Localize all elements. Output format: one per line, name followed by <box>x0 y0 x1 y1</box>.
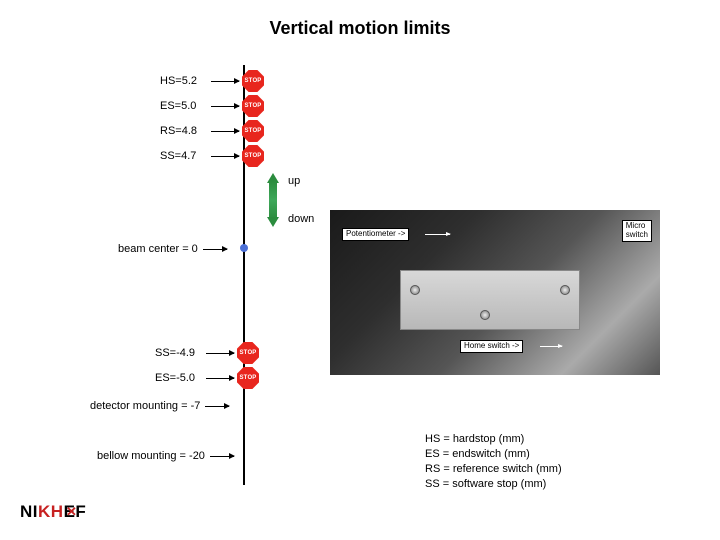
up-label: up <box>288 175 300 187</box>
photo-tag-microswitch: Micro switch <box>622 220 652 242</box>
limit-label: ES=5.0 <box>160 100 208 112</box>
photo-tag-homeswitch: Home switch -> <box>460 340 523 353</box>
stop-icon: STOP <box>242 120 264 142</box>
limit-label: ES=-5.0 <box>155 372 203 384</box>
photo-bracket <box>400 270 580 330</box>
down-label: down <box>288 213 314 225</box>
arrow-right-icon <box>210 456 234 457</box>
stop-icon: STOP <box>242 95 264 117</box>
photo-tag-potentiometer: Potentiometer -> <box>342 228 409 241</box>
stop-icon: STOP <box>237 342 259 364</box>
logo-pre: NI <box>20 502 38 521</box>
beam-center-dot-icon <box>240 244 248 252</box>
stop-icon: STOP <box>237 367 259 389</box>
limit-label: SS=-4.9 <box>155 347 203 359</box>
updown-arrow-icon <box>267 175 279 225</box>
limit-es: ES=5.0 STOP <box>160 95 264 117</box>
page-title: Vertical motion limits <box>0 18 720 39</box>
legend-line: SS = software stop (mm) <box>425 477 562 492</box>
limit-label: SS=4.7 <box>160 150 208 162</box>
legend-line: RS = reference switch (mm) <box>425 462 562 477</box>
annotation-text: beam center = 0 <box>118 243 198 255</box>
limit-label: RS=4.8 <box>160 125 208 137</box>
photo-arrow-icon <box>425 234 450 235</box>
arrow-right-icon <box>206 378 234 379</box>
hardware-photo: Potentiometer -> Micro switch Home switc… <box>330 210 660 375</box>
logo-mid: KH <box>38 502 64 521</box>
arrow-right-icon <box>211 81 239 82</box>
arrow-right-icon <box>211 131 239 132</box>
limit-es-neg: ES=-5.0 STOP <box>155 367 259 389</box>
arrow-right-icon <box>211 106 239 107</box>
photo-arrow-icon <box>540 346 562 347</box>
annotation-detector-mounting: detector mounting = -7 <box>90 400 229 412</box>
annotation-text: bellow mounting = -20 <box>97 450 205 462</box>
nikhef-logo: NIKHEF ✕ <box>20 502 86 522</box>
limit-rs: RS=4.8 STOP <box>160 120 264 142</box>
stop-icon: STOP <box>242 70 264 92</box>
bolt-icon <box>480 310 490 320</box>
stop-icon: STOP <box>242 145 264 167</box>
legend-line: HS = hardstop (mm) <box>425 432 562 447</box>
annotation-beam-center: beam center = 0 <box>118 243 227 255</box>
bolt-icon <box>560 285 570 295</box>
limit-hs: HS=5.2 STOP <box>160 70 264 92</box>
limit-label: HS=5.2 <box>160 75 208 87</box>
limit-ss: SS=4.7 STOP <box>160 145 264 167</box>
logo-cross-icon: ✕ <box>66 504 77 520</box>
arrow-right-icon <box>206 353 234 354</box>
annotation-bellow-mounting: bellow mounting = -20 <box>97 450 234 462</box>
arrow-right-icon <box>205 406 229 407</box>
bolt-icon <box>410 285 420 295</box>
arrow-right-icon <box>203 249 227 250</box>
arrow-right-icon <box>211 156 239 157</box>
limit-ss-neg: SS=-4.9 STOP <box>155 342 259 364</box>
legend-line: ES = endswitch (mm) <box>425 447 562 462</box>
annotation-text: detector mounting = -7 <box>90 400 200 412</box>
legend: HS = hardstop (mm) ES = endswitch (mm) R… <box>425 432 562 491</box>
